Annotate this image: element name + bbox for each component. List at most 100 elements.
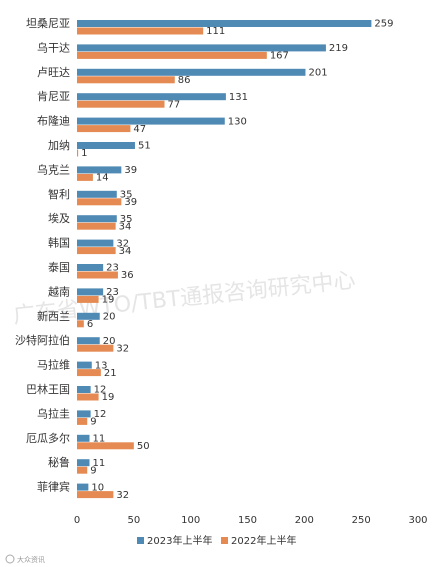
category-group: 新西兰 20 6 (37, 309, 115, 330)
bar-2023 (77, 386, 91, 393)
data-label: 36 (121, 270, 134, 281)
x-tick-label: 250 (352, 515, 371, 526)
legend: 2023年上半年 2022年上半年 (137, 534, 296, 547)
category-label: 泰国 (48, 260, 70, 274)
data-label: 77 (168, 99, 181, 110)
bar-2023 (77, 312, 100, 320)
data-label: 259 (374, 19, 393, 30)
data-label: 21 (104, 368, 117, 379)
category-label: 乌克兰 (37, 162, 70, 176)
data-label: 11 (93, 458, 106, 469)
legend-swatch-2023 (137, 537, 144, 544)
category-label: 乌干达 (37, 40, 70, 54)
category-label: 秘鲁 (48, 455, 70, 469)
data-label: 39 (124, 197, 137, 208)
bar-2023 (77, 44, 326, 52)
category-label: 韩国 (48, 236, 70, 250)
data-label: 23 (106, 263, 119, 274)
category-label: 厄瓜多尔 (26, 431, 70, 445)
logo-icon (5, 554, 15, 564)
bar-2023 (77, 93, 226, 101)
data-label: 32 (116, 490, 129, 501)
bar-2023 (77, 361, 92, 369)
data-label: 10 (91, 482, 104, 493)
data-label: 111 (206, 26, 225, 37)
data-label: 6 (87, 319, 93, 330)
bar-2023 (77, 68, 306, 76)
bar-2022 (77, 125, 131, 133)
bar-2022 (77, 247, 116, 255)
bar-2022 (77, 173, 93, 181)
bar-2023 (77, 239, 114, 247)
x-axis: 0 50 100 150 200 250 300 (74, 515, 428, 526)
bar-2023 (77, 117, 225, 125)
data-label: 131 (229, 92, 248, 103)
data-label: 1 (81, 148, 87, 159)
x-tick-label: 200 (295, 515, 314, 526)
data-label: 35 (120, 190, 133, 201)
data-label: 20 (103, 336, 116, 347)
data-label: 34 (119, 221, 132, 232)
data-label: 12 (94, 385, 107, 396)
category-group: 秘鲁 119 (48, 455, 105, 476)
category-group: 厄瓜多尔 11 50 (26, 431, 150, 452)
bar-2023 (77, 410, 91, 418)
x-tick-label: 150 (238, 515, 257, 526)
category-label: 卢旺达 (37, 66, 70, 79)
category-label: 马拉维 (37, 358, 70, 372)
data-label: 9 (90, 417, 96, 428)
bar-2022 (77, 100, 165, 108)
data-label: 130 (228, 116, 247, 127)
data-label: 34 (119, 246, 132, 257)
category-label: 肯尼亚 (37, 90, 70, 103)
bar-2022 (77, 149, 79, 157)
logo: 大众资讯 (5, 554, 45, 564)
data-label: 20 (103, 312, 116, 323)
bar-2022 (77, 491, 114, 499)
bar-2023 (77, 459, 90, 467)
data-label: 51 (138, 141, 151, 152)
category-group: 卢旺达 201 86 (37, 66, 328, 86)
bar-2022 (77, 271, 118, 279)
bar-2022 (77, 320, 84, 328)
data-label: 47 (133, 124, 146, 135)
bar-2023 (77, 483, 89, 491)
bar-2022 (77, 393, 99, 401)
category-label: 加纳 (48, 139, 70, 152)
category-label: 布隆迪 (37, 114, 70, 128)
category-label: 越南 (48, 284, 70, 298)
data-label: 35 (120, 214, 133, 225)
x-tick-label: 100 (181, 515, 200, 526)
data-label: 86 (178, 75, 191, 86)
category-group: 乌克兰 39 14 (37, 162, 137, 183)
data-label: 13 (95, 360, 108, 371)
bar-2022 (77, 27, 204, 35)
data-label: 39 (124, 165, 137, 176)
data-label: 11 (93, 434, 106, 445)
logo-text: 大众资讯 (17, 555, 45, 564)
bar-2022 (77, 295, 99, 303)
category-label: 乌拉圭 (37, 406, 70, 420)
data-label: 50 (137, 441, 150, 452)
bar-2022 (77, 76, 175, 84)
bar-2023 (77, 434, 90, 442)
legend-swatch-2022 (221, 537, 228, 544)
category-label: 菲律宾 (37, 480, 70, 494)
category-label: 智利 (48, 187, 70, 201)
category-group: 加纳 51 1 (48, 139, 151, 159)
bar-2022 (77, 466, 88, 474)
x-tick-label: 50 (127, 515, 140, 526)
category-label: 埃及 (48, 211, 70, 225)
data-label: 167 (270, 51, 289, 62)
category-group: 肯尼亚 131 77 (37, 90, 248, 110)
bar-2023 (77, 142, 135, 149)
data-label: 32 (116, 238, 129, 249)
bar-2023 (77, 264, 104, 271)
